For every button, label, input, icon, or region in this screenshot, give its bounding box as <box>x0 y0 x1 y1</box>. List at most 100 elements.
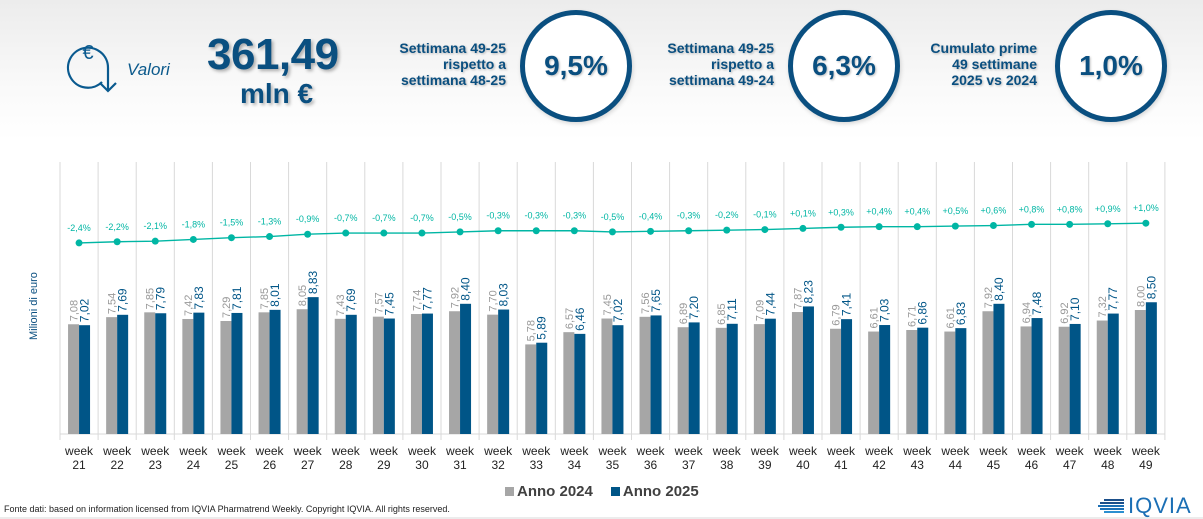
svg-text:€: € <box>82 42 93 64</box>
x-tick-label-number: 25 <box>225 458 239 472</box>
bar-2024 <box>982 311 994 434</box>
x-tick-label: week <box>407 444 437 458</box>
bar-2025 <box>917 327 929 434</box>
x-tick-label-number: 46 <box>1025 458 1039 472</box>
x-tick-label: week <box>178 444 208 458</box>
cumulative-label: -0,7% <box>410 213 434 223</box>
bar-label-2025: 8,83 <box>306 270 320 294</box>
total-value: 361,49 <box>207 30 339 79</box>
bar-2024 <box>334 318 346 434</box>
x-tick-label-number: 23 <box>149 458 163 472</box>
x-tick-label: week <box>369 444 399 458</box>
cumulative-label: -0,7% <box>334 213 358 223</box>
cumulative-point <box>1066 220 1074 228</box>
x-tick-label: week <box>1017 444 1047 458</box>
bar-label-2024: 7,74 <box>411 290 423 311</box>
bar-2024 <box>410 314 422 434</box>
cumulative-point <box>532 227 540 235</box>
bar-label-2025: 8,50 <box>1144 276 1158 300</box>
valori-label: Valori <box>127 60 170 79</box>
bar-label-2025: 8,03 <box>497 283 511 307</box>
x-tick-label-number: 37 <box>682 458 696 472</box>
bar-2025 <box>726 323 738 434</box>
bar-label-2025: 7,02 <box>611 299 625 323</box>
bar-2024 <box>106 317 118 434</box>
cumulative-point <box>951 222 959 230</box>
bar-2025 <box>802 306 814 434</box>
x-tick-label-number: 42 <box>872 458 886 472</box>
cumulative-label: +0,1% <box>790 208 816 218</box>
cumulative-point <box>913 223 921 231</box>
kpi-weekly-change-value: 9,5% <box>520 10 632 122</box>
cumulative-label: -0,9% <box>296 214 320 224</box>
x-tick-label-number: 40 <box>796 458 810 472</box>
bar-2024 <box>563 332 575 434</box>
cumulative-point <box>608 228 616 236</box>
bar-2024 <box>715 327 727 434</box>
x-tick-label: week <box>1093 444 1123 458</box>
cumulative-point <box>113 238 121 246</box>
x-tick-label-number: 36 <box>644 458 658 472</box>
x-tick-label-number: 49 <box>1139 458 1153 472</box>
bar-label-2025: 7,77 <box>420 287 434 311</box>
x-tick-label: week <box>1131 444 1161 458</box>
kpi-cumulative-label: Cumulato prime 49 settimane 2025 vs 2024 <box>930 40 1037 88</box>
bar-label-2024: 6,94 <box>1021 302 1033 323</box>
bar-2025 <box>498 309 510 434</box>
bar-label-2025: 7,77 <box>1106 287 1120 311</box>
bar-2024 <box>830 328 842 434</box>
bar-2024 <box>1020 326 1032 434</box>
x-tick-label-number: 39 <box>758 458 772 472</box>
x-tick-label: week <box>102 444 132 458</box>
x-tick-label-number: 33 <box>530 458 544 472</box>
cumulative-label: +0,6% <box>981 206 1007 216</box>
cumulative-point <box>685 227 693 235</box>
bar-2024 <box>1096 320 1108 434</box>
bar-2024 <box>68 324 80 434</box>
euro-circle-arrow-icon: € <box>66 42 117 93</box>
bar-2024 <box>906 329 918 434</box>
cumulative-label: -0,3% <box>677 211 701 221</box>
bar-label-2024: 7,87 <box>792 288 804 309</box>
cumulative-label: +1,0% <box>1133 203 1159 213</box>
bar-2025 <box>612 325 624 434</box>
x-tick-label-number: 47 <box>1063 458 1077 472</box>
bar-label-2025: 7,48 <box>1030 291 1044 315</box>
bar-2025 <box>231 312 243 434</box>
cumulative-label: -1,8% <box>182 219 206 229</box>
bar-2025 <box>841 319 853 434</box>
bar-2025 <box>383 318 395 434</box>
x-tick-label: week <box>559 444 589 458</box>
bar-2025 <box>993 303 1005 434</box>
bar-2025 <box>879 325 891 434</box>
x-tick-label: week <box>940 444 970 458</box>
x-tick-label: week <box>636 444 666 458</box>
bar-2024 <box>1058 326 1070 434</box>
bar-2025 <box>536 342 548 434</box>
x-tick-label: week <box>216 444 246 458</box>
cumulative-label: +0,3% <box>828 207 854 217</box>
x-tick-label: week <box>255 444 285 458</box>
bar-label-2025: 7,45 <box>382 292 396 316</box>
bar-label-2025: 7,10 <box>1068 297 1082 321</box>
bar-label-2024: 7,70 <box>488 290 500 311</box>
bar-2025 <box>193 312 205 434</box>
bar-label-2025: 6,86 <box>916 301 930 325</box>
bar-2025 <box>688 322 700 434</box>
cumulative-label: -1,5% <box>220 218 244 228</box>
bar-label-2025: 7,69 <box>116 288 130 312</box>
bar-label-2025: 7,81 <box>230 286 244 310</box>
x-tick-label-number: 31 <box>453 458 467 472</box>
cumulative-point <box>761 226 769 234</box>
bar-label-2025: 7,03 <box>878 298 892 322</box>
cumulative-point <box>837 223 845 231</box>
legend-swatch-2024 <box>505 487 514 496</box>
cumulative-label: -0,3% <box>524 211 548 221</box>
cumulative-point <box>1142 219 1150 227</box>
x-tick-label-number: 35 <box>606 458 620 472</box>
bar-2025 <box>1145 302 1157 434</box>
x-tick-label: week <box>140 444 170 458</box>
legend-swatch-2025 <box>610 487 620 496</box>
bar-label-2025: 7,02 <box>78 299 92 323</box>
bar-2025 <box>117 314 129 434</box>
